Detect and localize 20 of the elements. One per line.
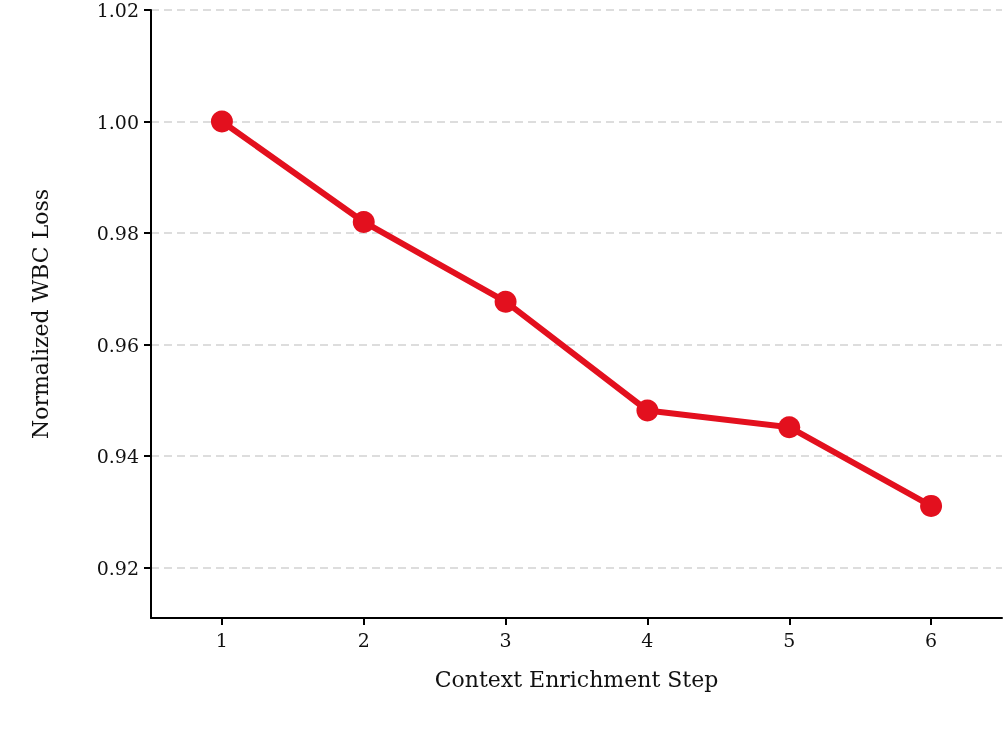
point — [352, 210, 375, 233]
y-tick-label: 0.92 — [96, 556, 139, 579]
x-tick-label: 2 — [357, 628, 370, 651]
point — [636, 399, 659, 422]
point — [494, 290, 517, 313]
y-tick-label: 0.94 — [96, 445, 139, 468]
x-tick-label: 6 — [925, 628, 938, 651]
x-tick-label: 5 — [783, 628, 796, 651]
x-axis-title: Context Enrichment Step — [434, 666, 719, 692]
x-tick-label: 3 — [499, 628, 512, 651]
y-tick-label: 0.96 — [96, 333, 139, 356]
point — [778, 416, 801, 439]
y-tick-label: 1.00 — [96, 110, 139, 133]
y-axis-title: Normalized WBC Loss — [27, 188, 53, 440]
point — [210, 110, 233, 133]
x-tick-label: 1 — [215, 628, 228, 651]
point — [920, 494, 943, 517]
x-tick-label: 4 — [641, 628, 654, 651]
y-tick-label: 0.98 — [96, 222, 139, 245]
y-tick-label: 1.02 — [96, 0, 139, 21]
